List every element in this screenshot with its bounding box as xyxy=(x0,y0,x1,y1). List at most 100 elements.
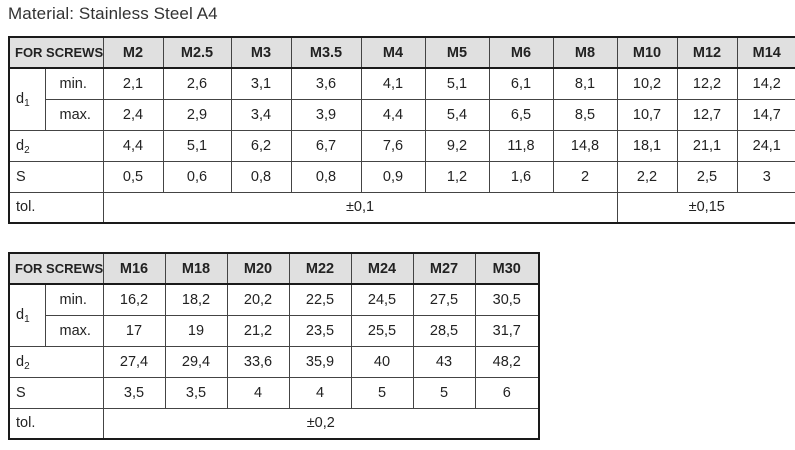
d1-max-cell: 17 xyxy=(102,314,166,347)
d1-max-cell: 3,4 xyxy=(230,98,292,131)
d2-cell: 33,6 xyxy=(226,345,290,378)
d1-max-cell: 14,7 xyxy=(736,98,795,131)
d1-max-row: max. 17 19 21,2 23,5 25,5 28,5 31,7 xyxy=(9,314,540,347)
d1-max-cell: 23,5 xyxy=(288,314,352,347)
size-header: M2.5 xyxy=(162,36,232,69)
s-cell: 0,8 xyxy=(230,160,292,193)
d2-row: d2 4,4 5,1 6,2 6,7 7,6 9,2 11,8 14,8 18,… xyxy=(8,129,795,162)
d2-subscript: 2 xyxy=(24,144,30,156)
d1-min-cell: 24,5 xyxy=(350,283,414,316)
s-cell: 1,6 xyxy=(488,160,554,193)
d2-symbol: d xyxy=(16,353,25,370)
d1-min-cell: 20,2 xyxy=(226,283,290,316)
tol-row: tol. ±0,2 xyxy=(8,407,540,440)
d2-cell: 27,4 xyxy=(102,345,166,378)
size-header: M24 xyxy=(350,252,414,285)
d1-max-cell: 8,5 xyxy=(552,98,618,131)
d1-min-cell: 5,1 xyxy=(424,67,490,100)
size-header: M5 xyxy=(424,36,490,69)
for-screws-header: FOR SCREWS xyxy=(8,252,104,285)
d1-max-cell: 6,5 xyxy=(488,98,554,131)
d2-symbol: d xyxy=(16,137,25,154)
d1-min-cell: 4,1 xyxy=(360,67,426,100)
d1-symbol: d xyxy=(16,307,25,324)
d1-subscript: 1 xyxy=(24,314,30,326)
d2-label: d2 xyxy=(8,345,104,378)
size-header: M8 xyxy=(552,36,618,69)
d2-cell: 11,8 xyxy=(488,129,554,162)
size-header: M27 xyxy=(412,252,476,285)
tol-label: tol. xyxy=(8,191,104,224)
d1-min-cell: 22,5 xyxy=(288,283,352,316)
d2-cell: 9,2 xyxy=(424,129,490,162)
d1-min-cell: 16,2 xyxy=(102,283,166,316)
s-cell: 3 xyxy=(736,160,795,193)
s-cell: 5 xyxy=(412,376,476,409)
tol-value-m16-m30: ±0,2 xyxy=(102,407,540,440)
min-label: min. xyxy=(44,67,104,100)
d1-symbol: d xyxy=(16,91,25,108)
s-cell: 4 xyxy=(226,376,290,409)
s-cell: 3,5 xyxy=(164,376,228,409)
material-title: Material: Stainless Steel A4 xyxy=(8,4,218,23)
d1-min-row: d1 min. 2,1 2,6 3,1 3,6 4,1 5,1 6,1 8,1 … xyxy=(8,67,795,131)
d2-cell: 18,1 xyxy=(616,129,678,162)
tol-value-m2-m8: ±0,1 xyxy=(102,191,618,224)
s-cell: 6 xyxy=(474,376,540,409)
s-label: S xyxy=(8,160,104,193)
d2-cell: 7,6 xyxy=(360,129,426,162)
tol-label: tol. xyxy=(8,407,104,440)
d1-min-cell: 2,6 xyxy=(162,67,232,100)
size-header: M2 xyxy=(102,36,164,69)
d1-min-cell: 14,2 xyxy=(736,67,795,100)
min-label: min. xyxy=(44,283,104,316)
d2-cell: 35,9 xyxy=(288,345,352,378)
s-cell: 2,2 xyxy=(616,160,678,193)
d1-min-cell: 8,1 xyxy=(552,67,618,100)
d1-subscript: 1 xyxy=(24,98,30,110)
s-cell: 0,5 xyxy=(102,160,164,193)
size-header: M18 xyxy=(164,252,228,285)
for-screws-header: FOR SCREWS xyxy=(8,36,104,69)
d2-row: d2 27,4 29,4 33,6 35,9 40 43 48,2 xyxy=(8,345,540,378)
size-header: M20 xyxy=(226,252,290,285)
s-cell: 0,9 xyxy=(360,160,426,193)
d1-min-cell: 3,6 xyxy=(290,67,362,100)
header-row: FOR SCREWS M16 M18 M20 M22 M24 M27 M30 xyxy=(8,252,540,285)
d1-min-cell: 12,2 xyxy=(676,67,738,100)
d1-max-row: max. 2,4 2,9 3,4 3,9 4,4 5,4 6,5 8,5 10,… xyxy=(9,98,795,131)
d1-max-cell: 12,7 xyxy=(676,98,738,131)
d1-max-cell: 2,9 xyxy=(162,98,232,131)
size-header: M12 xyxy=(676,36,738,69)
spec-table-small-sizes: FOR SCREWS M2 M2.5 M3 M3.5 M4 M5 M6 M8 M… xyxy=(8,36,795,224)
d2-cell: 40 xyxy=(350,345,414,378)
s-cell: 2,5 xyxy=(676,160,738,193)
s-row: S 3,5 3,5 4 4 5 5 6 xyxy=(8,376,540,409)
size-header: M16 xyxy=(102,252,166,285)
size-header: M22 xyxy=(288,252,352,285)
d1-min-cell: 2,1 xyxy=(102,67,164,100)
header-row: FOR SCREWS M2 M2.5 M3 M3.5 M4 M5 M6 M8 M… xyxy=(8,36,795,69)
d1-min-cell: 3,1 xyxy=(230,67,292,100)
size-header: M6 xyxy=(488,36,554,69)
s-cell: 3,5 xyxy=(102,376,166,409)
s-label: S xyxy=(8,376,104,409)
d2-cell: 4,4 xyxy=(102,129,164,162)
d2-cell: 24,1 xyxy=(736,129,795,162)
d1-max-cell: 25,5 xyxy=(350,314,414,347)
d2-cell: 6,2 xyxy=(230,129,292,162)
d1-max-cell: 19 xyxy=(164,314,228,347)
d1-label: d1 xyxy=(8,67,46,131)
s-cell: 0,6 xyxy=(162,160,232,193)
d1-label: d1 xyxy=(8,283,46,347)
size-header: M3.5 xyxy=(290,36,362,69)
max-label: max. xyxy=(44,98,104,131)
d1-max-cell: 4,4 xyxy=(360,98,426,131)
d1-max-cell: 28,5 xyxy=(412,314,476,347)
d2-cell: 14,8 xyxy=(552,129,618,162)
d1-max-cell: 5,4 xyxy=(424,98,490,131)
s-cell: 5 xyxy=(350,376,414,409)
d1-max-cell: 3,9 xyxy=(290,98,362,131)
d1-min-cell: 18,2 xyxy=(164,283,228,316)
d2-cell: 5,1 xyxy=(162,129,232,162)
